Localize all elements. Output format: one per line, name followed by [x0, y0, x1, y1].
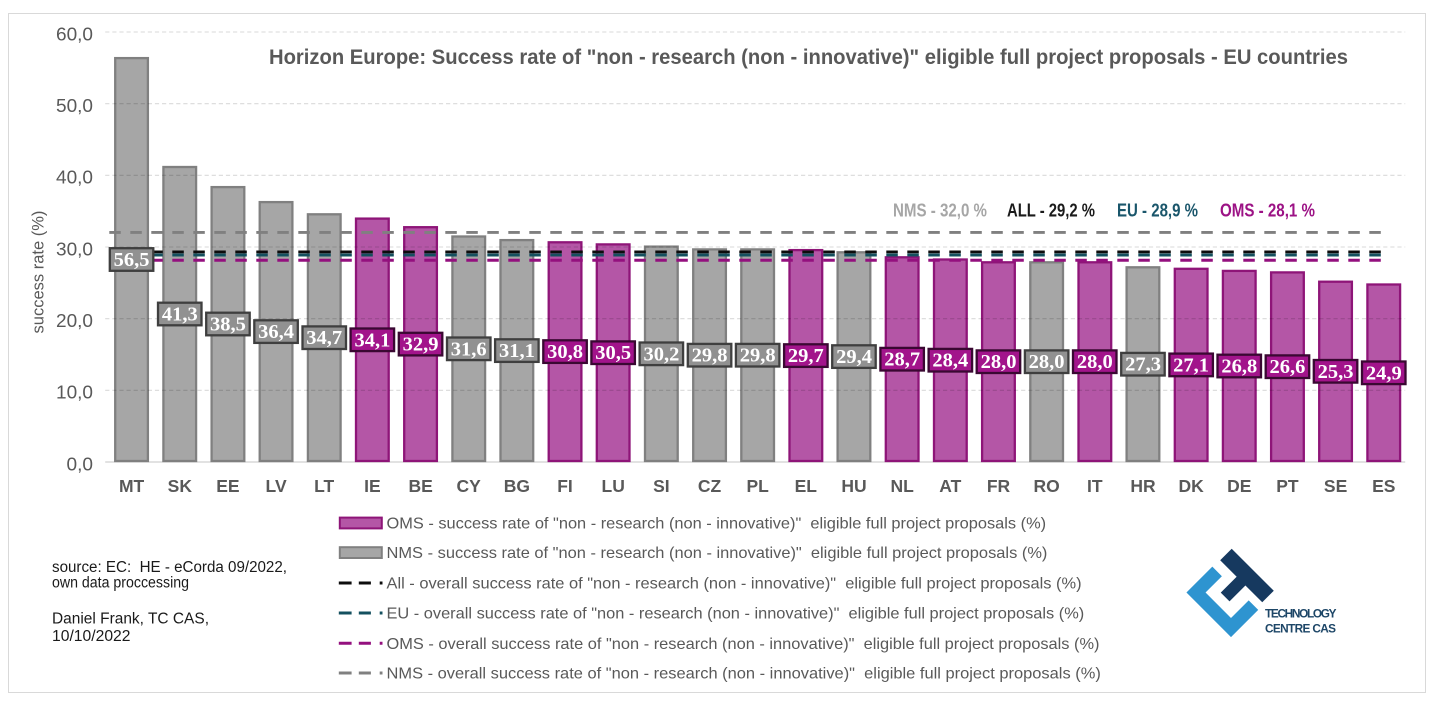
svg-text:29,7: 29,7: [788, 345, 824, 367]
svg-text:RO: RO: [1033, 476, 1059, 496]
svg-text:28,7: 28,7: [884, 349, 920, 371]
svg-text:source: EC: HE - eCorda 09/20: source: EC: HE - eCorda 09/2022,: [52, 559, 287, 576]
svg-text:ALL - 29,2 %: ALL - 29,2 %: [1007, 201, 1095, 221]
svg-text:PT: PT: [1276, 476, 1299, 496]
svg-text:34,7: 34,7: [306, 327, 342, 349]
svg-text:EU - 28,9 %: EU - 28,9 %: [1117, 201, 1198, 221]
svg-text:28,4: 28,4: [932, 350, 968, 372]
svg-text:success rate (%): success rate (%): [30, 211, 48, 334]
svg-text:27,3: 27,3: [1125, 354, 1161, 376]
svg-text:0,0: 0,0: [67, 454, 94, 474]
svg-text:DE: DE: [1227, 476, 1251, 496]
svg-text:own data proccessing: own data proccessing: [52, 575, 189, 592]
svg-text:27,1: 27,1: [1173, 354, 1209, 376]
svg-text:All - overall success rate of: All - overall success rate of "non - res…: [387, 576, 1082, 593]
svg-text:30,8: 30,8: [547, 341, 583, 363]
svg-text:40,0: 40,0: [56, 168, 93, 188]
svg-text:31,1: 31,1: [499, 340, 535, 362]
svg-text:Horizon Europe: Success rate o: Horizon Europe: Success rate of "non - r…: [269, 45, 1348, 69]
svg-text:ES: ES: [1372, 476, 1395, 496]
svg-text:29,4: 29,4: [836, 346, 872, 368]
svg-text:CZ: CZ: [698, 476, 722, 496]
svg-text:HR: HR: [1130, 476, 1156, 496]
svg-text:56,5: 56,5: [114, 249, 150, 271]
svg-text:OMS - overall success rate of: OMS - overall success rate of "non - res…: [387, 636, 1100, 653]
svg-text:30,2: 30,2: [643, 343, 679, 365]
svg-text:TECHNOLOGY: TECHNOLOGY: [1265, 607, 1337, 621]
svg-text:EU - overall success rate of ": EU - overall success rate of "non - rese…: [387, 606, 1085, 623]
svg-text:OMS - success rate of "non - r: OMS - success rate of "non - research (n…: [387, 516, 1047, 533]
svg-text:EE: EE: [216, 476, 239, 496]
svg-text:24,9: 24,9: [1366, 362, 1402, 384]
svg-text:SI: SI: [653, 476, 670, 496]
svg-text:SE: SE: [1324, 476, 1347, 496]
svg-text:30,5: 30,5: [595, 342, 631, 364]
svg-text:29,8: 29,8: [692, 345, 728, 367]
svg-text:BE: BE: [408, 476, 432, 496]
svg-text:LT: LT: [314, 476, 334, 496]
svg-text:NL: NL: [891, 476, 915, 496]
svg-text:NMS - 32,0 %: NMS - 32,0 %: [893, 201, 987, 221]
svg-text:CY: CY: [457, 476, 482, 496]
svg-text:28,0: 28,0: [981, 351, 1017, 373]
svg-text:38,5: 38,5: [210, 314, 246, 336]
svg-text:25,3: 25,3: [1318, 361, 1354, 383]
svg-text:IT: IT: [1087, 476, 1103, 496]
svg-text:31,6: 31,6: [451, 338, 487, 360]
svg-text:IE: IE: [364, 476, 381, 496]
svg-text:20,0: 20,0: [56, 311, 93, 331]
svg-text:41,3: 41,3: [162, 304, 198, 326]
svg-text:28,0: 28,0: [1029, 351, 1065, 373]
svg-text:32,9: 32,9: [403, 334, 439, 356]
svg-text:EL: EL: [795, 476, 818, 496]
svg-text:DK: DK: [1178, 476, 1204, 496]
svg-text:26,8: 26,8: [1221, 356, 1257, 378]
svg-text:29,8: 29,8: [740, 345, 776, 367]
svg-text:PL: PL: [747, 476, 770, 496]
svg-text:10,0: 10,0: [56, 383, 93, 403]
svg-text:MT: MT: [119, 476, 145, 496]
svg-text:NMS - success rate of "non - r: NMS - success rate of "non - research (n…: [387, 545, 1048, 562]
svg-text:60,0: 60,0: [56, 24, 93, 44]
svg-text:BG: BG: [504, 476, 530, 496]
svg-text:Daniel Frank, TC CAS,: Daniel Frank, TC CAS,: [52, 611, 209, 628]
svg-text:HU: HU: [841, 476, 866, 496]
svg-text:34,1: 34,1: [354, 329, 390, 351]
svg-text:36,4: 36,4: [258, 321, 294, 343]
svg-text:AT: AT: [939, 476, 961, 496]
svg-text:OMS - 28,1 %: OMS - 28,1 %: [1220, 201, 1315, 221]
svg-text:FI: FI: [557, 476, 573, 496]
svg-text:28,0: 28,0: [1077, 351, 1113, 373]
svg-text:50,0: 50,0: [56, 96, 93, 116]
svg-text:FR: FR: [987, 476, 1011, 496]
svg-text:10/10/2022: 10/10/2022: [52, 628, 131, 645]
svg-text:CENTRE CAS: CENTRE CAS: [1265, 622, 1336, 636]
svg-text:SK: SK: [168, 476, 193, 496]
svg-text:LV: LV: [266, 476, 287, 496]
svg-text:30,0: 30,0: [56, 239, 93, 259]
svg-text:26,6: 26,6: [1269, 356, 1305, 378]
svg-text:LU: LU: [602, 476, 625, 496]
svg-text:NMS - overall success rate of: NMS - overall success rate of "non - res…: [387, 666, 1101, 683]
